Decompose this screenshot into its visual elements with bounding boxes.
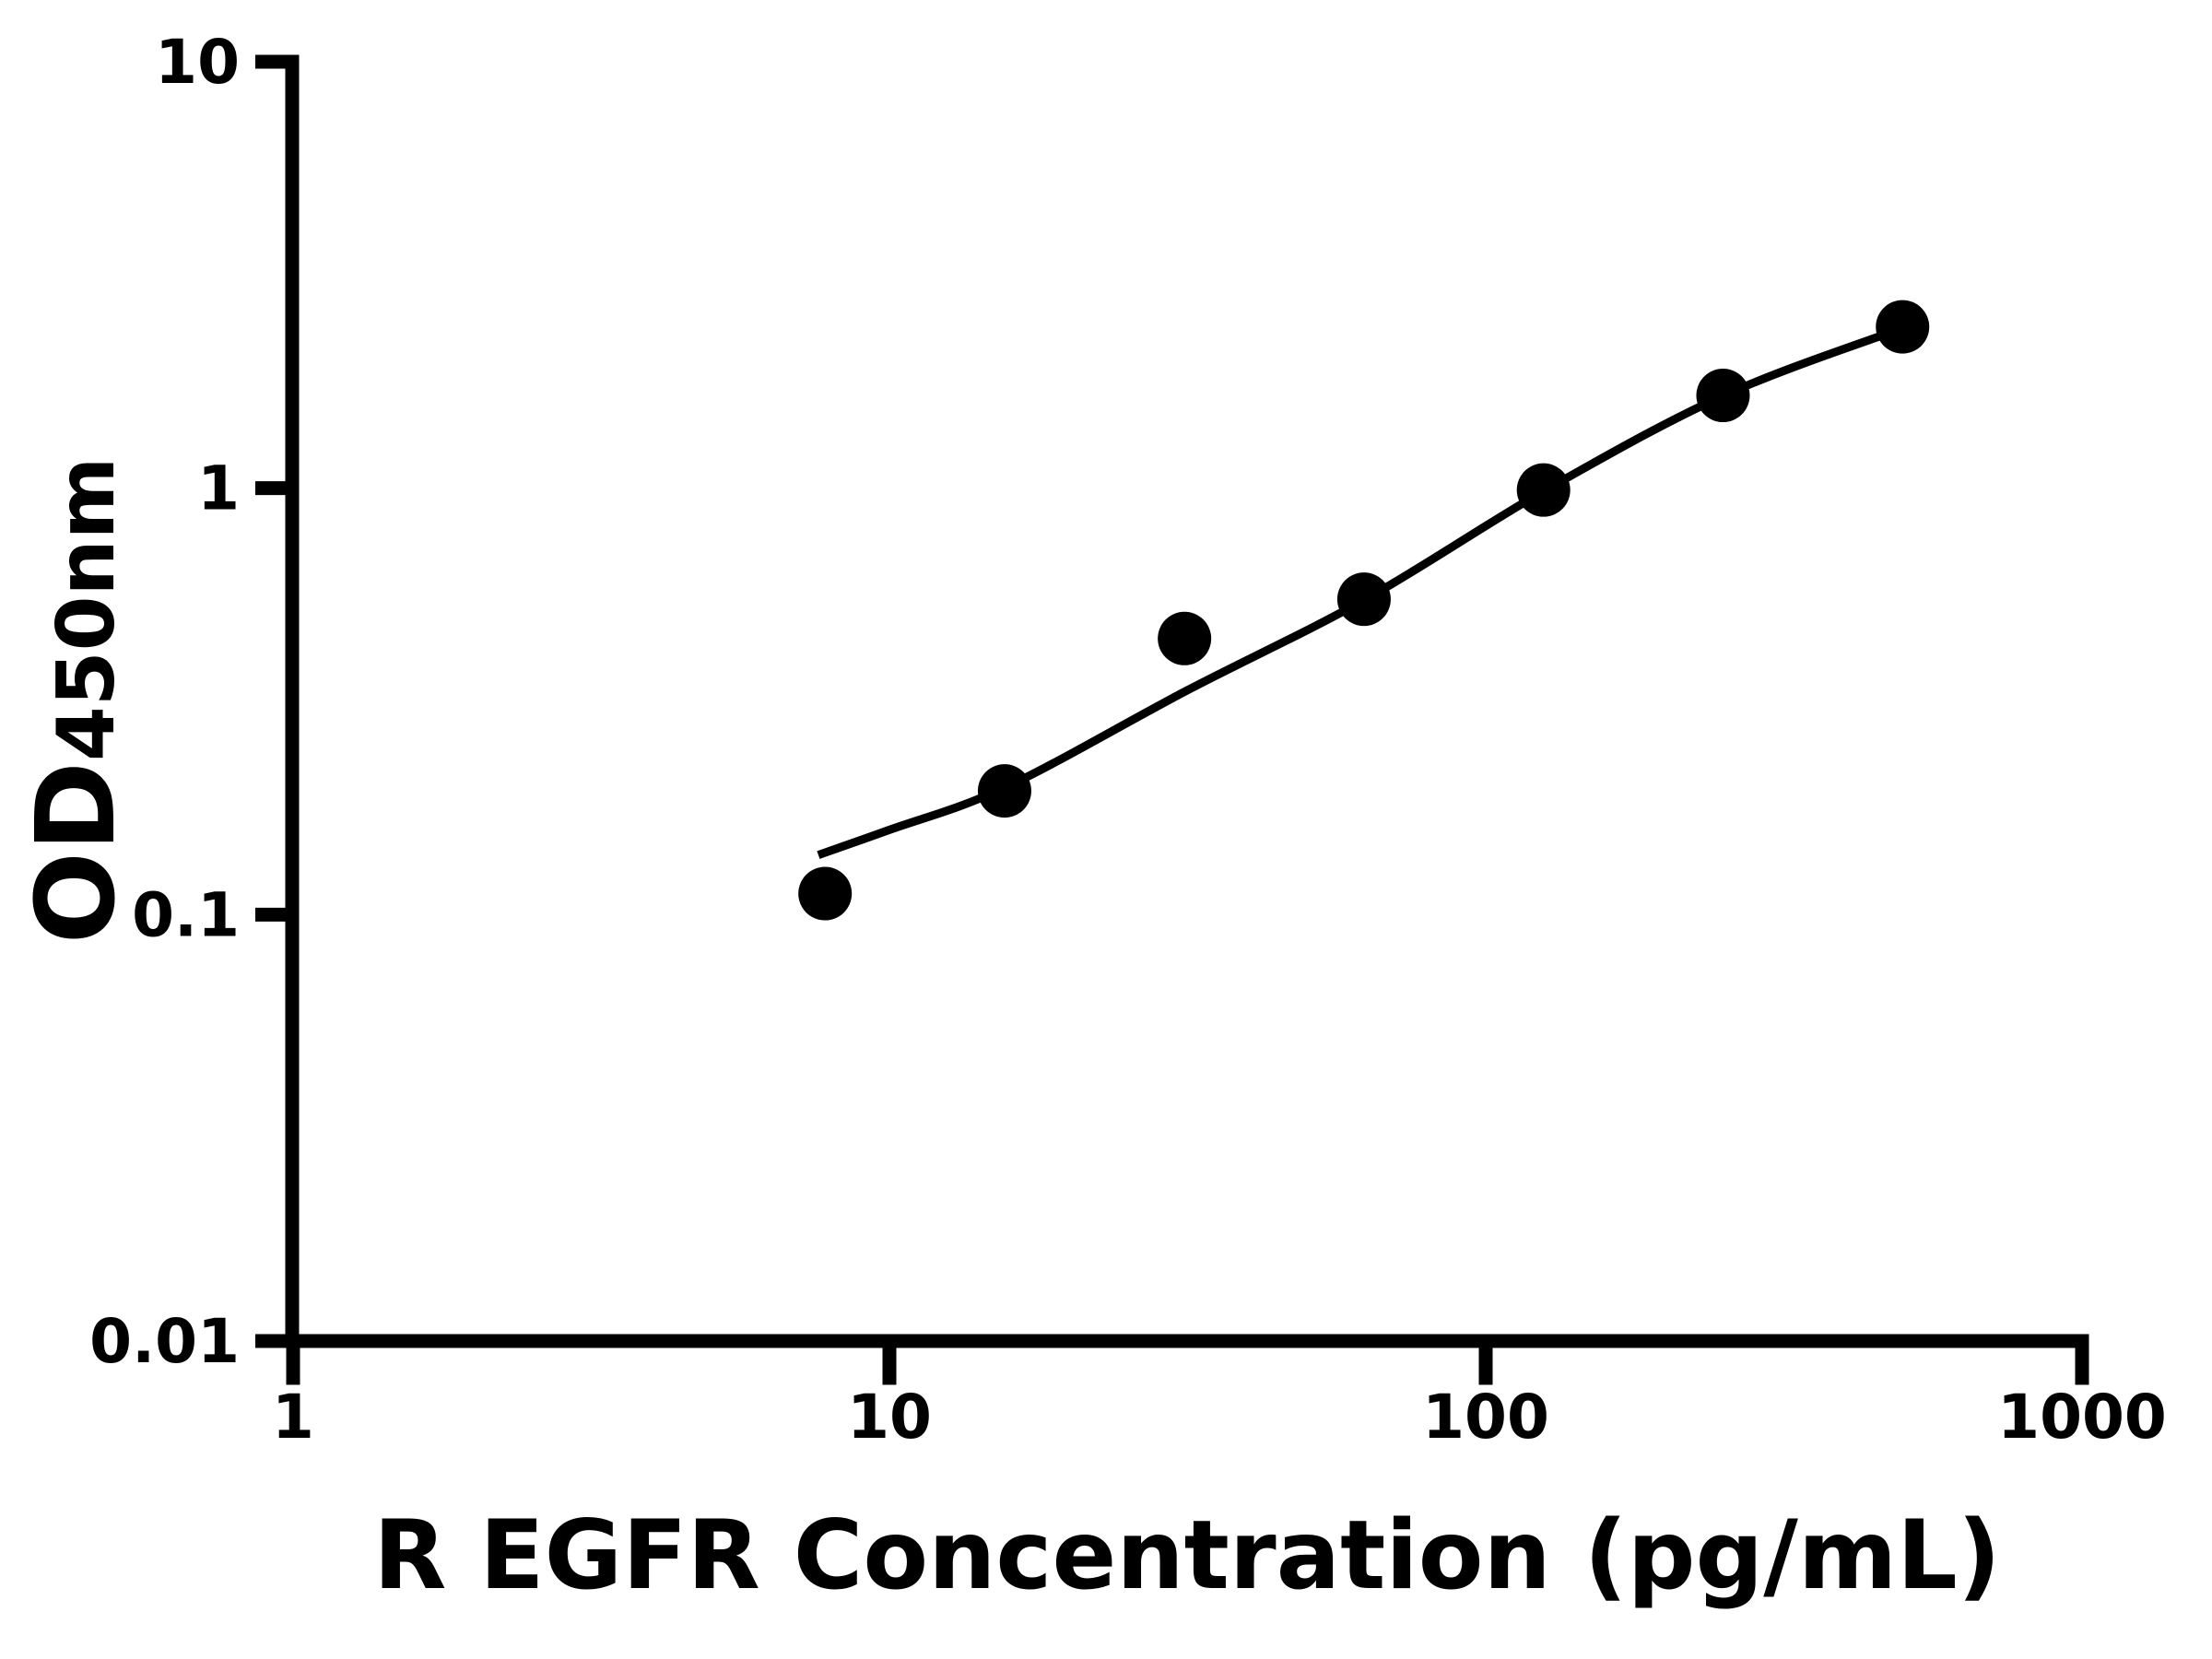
x-tick-label: 1	[272, 1382, 314, 1453]
data-point	[1516, 463, 1571, 517]
data-point	[798, 866, 853, 921]
y-axis-title-main: OD	[12, 761, 139, 945]
y-axis-title: OD450nm	[12, 457, 139, 945]
y-tick-label: 10	[155, 27, 240, 98]
y-tick-label: 1	[197, 453, 240, 524]
x-axis-title: R EGFR Concentration (pg/mL)	[373, 1500, 2001, 1611]
data-point	[977, 764, 1031, 818]
data-point	[1158, 611, 1212, 665]
y-tick-label: 0.1	[132, 879, 240, 950]
y-axis-title-subscript: 450nm	[41, 456, 133, 762]
data-point	[1876, 300, 1930, 354]
x-tick-label: 1000	[1997, 1382, 2167, 1453]
x-tick-label: 100	[1422, 1382, 1549, 1453]
y-tick-label: 0.01	[89, 1306, 240, 1377]
data-point	[1696, 369, 1750, 423]
data-point	[1336, 572, 1391, 627]
x-tick-label: 10	[847, 1382, 932, 1453]
